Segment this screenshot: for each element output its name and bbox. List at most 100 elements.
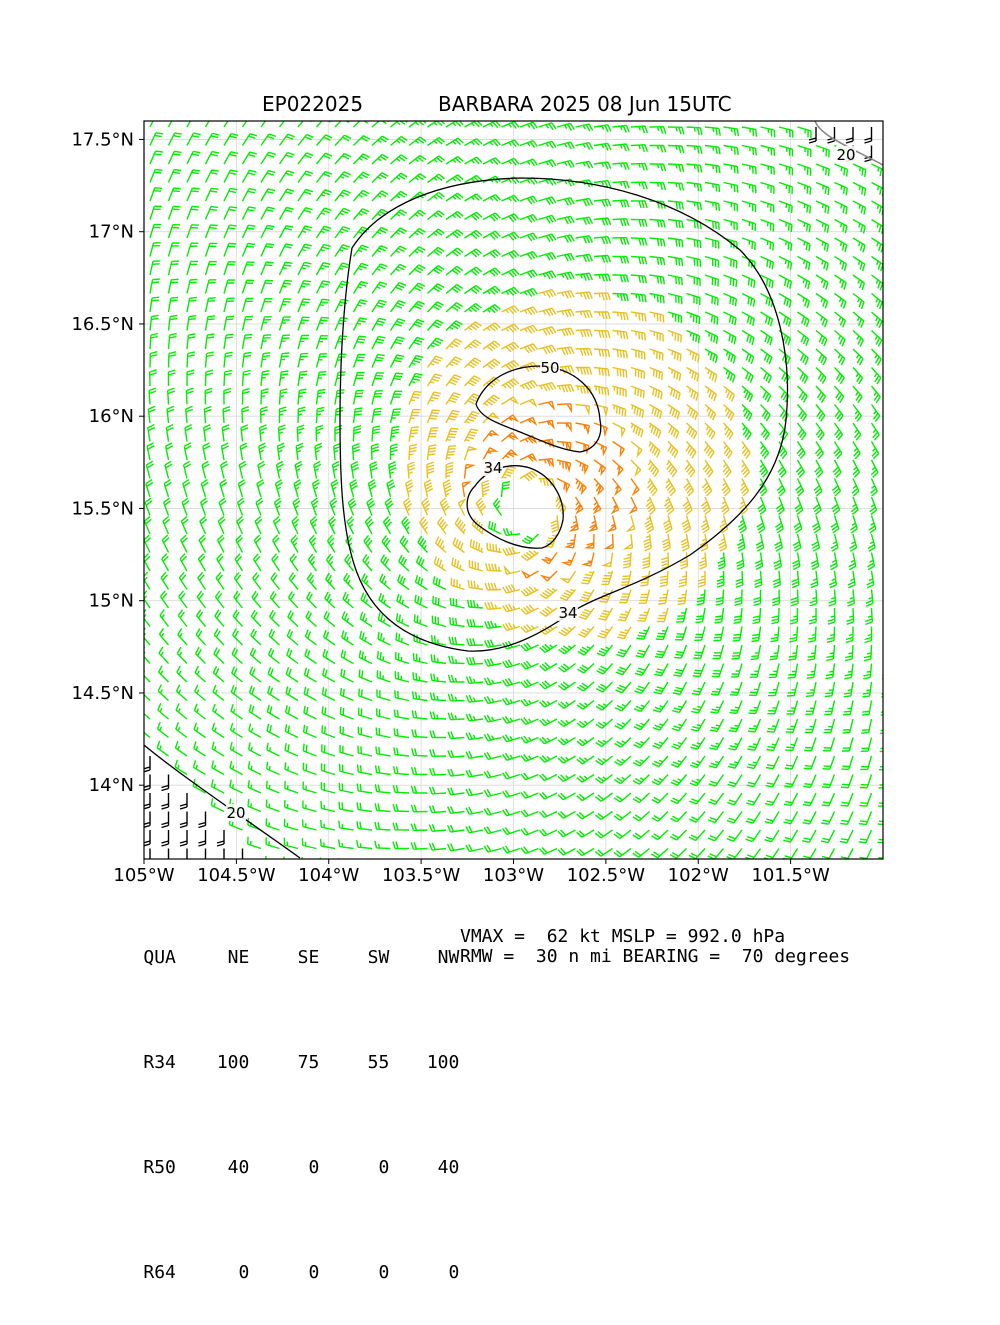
wind-barb <box>284 799 299 813</box>
wind-barb <box>520 809 539 818</box>
wind-barb <box>658 589 669 605</box>
wind-barb <box>633 737 651 749</box>
wind-barb <box>539 699 558 708</box>
wind-barb <box>538 326 557 336</box>
wind-barb <box>501 396 520 406</box>
wind-barb <box>445 320 463 332</box>
wind-barb <box>314 442 323 461</box>
wind-barb <box>371 390 383 405</box>
wind-barb <box>852 385 863 404</box>
wind-barb <box>722 422 734 440</box>
wind-barb <box>686 255 702 268</box>
wind-barb <box>575 179 594 188</box>
wind-barb <box>220 460 229 479</box>
wind-barb <box>241 242 256 257</box>
wind-barb <box>630 311 647 322</box>
wind-barb <box>389 318 406 331</box>
wind-barb <box>463 375 481 387</box>
wind-barb <box>321 725 336 739</box>
wind-barb <box>704 255 720 268</box>
x-tick-label: 102°W <box>668 865 729 886</box>
wind-barb <box>704 144 721 155</box>
wind-barb <box>337 839 354 850</box>
wind-barb <box>667 441 679 459</box>
wind-barb <box>815 163 830 177</box>
wind-barb <box>212 703 225 720</box>
wind-barb <box>352 208 370 220</box>
wind-barb <box>709 718 725 733</box>
wind-barb <box>556 234 575 243</box>
wind-barb <box>144 708 151 720</box>
wind-barb <box>852 311 865 328</box>
wind-barb <box>538 847 558 855</box>
wind-barb <box>149 369 157 387</box>
wind-barb <box>749 681 762 697</box>
wind-barb <box>614 718 632 730</box>
wind-barb <box>778 181 793 195</box>
wind-barb <box>161 534 170 553</box>
wind-barb <box>700 515 710 534</box>
wind-barb <box>149 278 160 294</box>
wind-barb <box>161 811 170 829</box>
wind-barb <box>231 647 243 665</box>
wind-barb <box>405 479 414 498</box>
radii-row-r34: R34 100 75 55 100 <box>100 1031 459 1094</box>
wind-barb <box>408 336 425 350</box>
wind-barb <box>149 187 163 202</box>
wind-barb <box>302 762 317 776</box>
wind-barb <box>402 497 413 516</box>
wind-barb <box>839 867 853 879</box>
wind-barb <box>772 570 781 589</box>
wind-barb <box>309 516 318 535</box>
wind-barb <box>163 479 172 498</box>
wind-barb <box>186 242 199 257</box>
wind-barb <box>741 274 756 288</box>
wind-barb <box>408 443 418 461</box>
wind-barb <box>711 663 725 678</box>
wind-barb <box>445 338 463 350</box>
wind-barb <box>427 265 445 276</box>
wind-barb <box>292 497 301 516</box>
wind-barb <box>696 589 706 606</box>
wind-barb <box>596 644 614 657</box>
wind-barb <box>240 424 249 442</box>
wind-barb <box>612 459 624 477</box>
wind-barb <box>889 479 896 497</box>
wind-barb <box>351 442 361 461</box>
wind-barb <box>630 274 648 284</box>
wind-barb <box>257 460 266 479</box>
wind-barb <box>667 200 684 210</box>
wind-barb <box>538 477 555 487</box>
wind-barb <box>320 763 336 776</box>
wind-barb <box>649 181 666 191</box>
wind-barb <box>149 223 162 239</box>
wind-barb <box>871 181 883 197</box>
wind-barb <box>646 478 658 497</box>
wind-barb <box>612 422 626 439</box>
wind-barb <box>229 722 243 739</box>
wind-barb <box>778 126 794 138</box>
wind-barb <box>392 803 410 813</box>
y-tick-label: 17.5°N <box>71 129 134 150</box>
wind-barb <box>483 658 502 667</box>
wind-barb <box>350 460 360 479</box>
wind-barb <box>577 644 595 656</box>
wind-barb <box>340 668 354 683</box>
wind-barb <box>538 810 558 819</box>
wind-barb <box>809 589 818 607</box>
wind-barb <box>401 516 411 535</box>
wind-barb <box>253 534 262 553</box>
wind-barb <box>197 553 207 572</box>
wind-barb <box>814 459 824 478</box>
wind-barb <box>167 224 181 239</box>
wind-barb <box>502 697 521 706</box>
wind-barb <box>297 298 311 313</box>
wind-barb <box>501 213 520 223</box>
wind-barb <box>483 733 502 742</box>
wind-barb <box>167 387 176 405</box>
wind-barb <box>501 121 520 129</box>
wind-barb <box>667 348 682 362</box>
wind-barb <box>449 617 465 628</box>
wind-barb <box>649 274 665 285</box>
wind-barb <box>389 336 405 350</box>
